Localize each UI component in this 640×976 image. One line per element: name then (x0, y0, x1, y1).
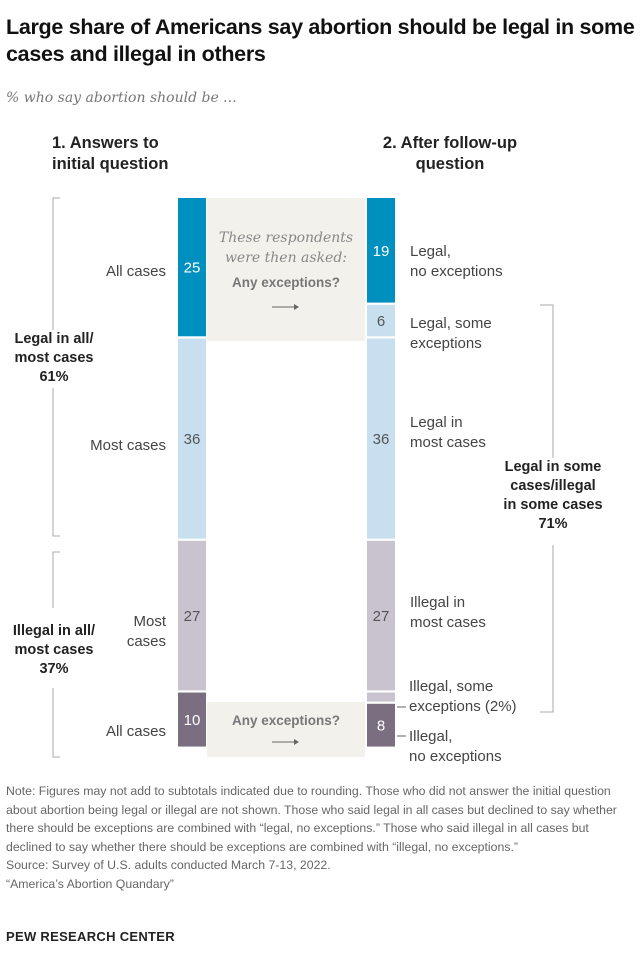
label-line: most cases (410, 614, 486, 631)
label-line: Illegal, some (409, 678, 494, 695)
callout-line: were then asked: (224, 250, 348, 266)
group-value: 71% (538, 516, 568, 532)
label-illegal-most-cases: Illegal in most cases (410, 593, 486, 633)
bar-segment (367, 338, 395, 539)
label-all-cases-legal: All cases (105, 263, 166, 280)
label-line: exceptions (2%) (409, 698, 517, 715)
illegal-bracket (52, 551, 60, 758)
label-line: Legal in (410, 414, 463, 431)
chart-subtitle: % who say abortion should be ... (6, 90, 237, 106)
bar-segment (367, 692, 395, 702)
group-line: most cases (14, 350, 94, 366)
group-line: most cases (14, 642, 94, 658)
group-line: Illegal in all/ (12, 623, 96, 639)
group-illegal-all-most: Illegal in all/most cases 37% (4, 622, 104, 679)
bar-value-label: 10 (184, 712, 201, 729)
col2-header-line: question (415, 155, 485, 173)
bar-value-label: 36 (373, 431, 390, 448)
group-line: Legal in some (504, 459, 602, 475)
group-line: cases/illegal (510, 478, 596, 494)
source-text: Source: Survey of U.S. adults conducted … (6, 858, 331, 872)
brand-logo-text: PEW RESEARCH CENTER (6, 929, 175, 944)
bar-segment (178, 540, 206, 691)
col2-header-line: 2. After follow-up (382, 134, 518, 152)
label-illegal-some-exceptions: Illegal, some exceptions (2%) (409, 677, 517, 717)
callout-question: Any exceptions? (231, 275, 341, 290)
label-line: most cases (410, 434, 486, 451)
bar-value-label: 36 (184, 431, 201, 448)
bar-segment (367, 540, 395, 691)
bar-value-label: 19 (373, 243, 390, 260)
label-line: Illegal in (410, 594, 466, 611)
bar-value-label: 25 (184, 260, 201, 277)
callout-text: These respondents were then asked: (207, 228, 365, 268)
col1-header: 1. Answers to initial question (52, 133, 168, 175)
bar-segment (178, 338, 206, 539)
group-line: Legal in all/ (14, 331, 94, 347)
arrow-icon (272, 739, 299, 745)
label-line: exceptions (410, 335, 482, 352)
col1-header-line: 1. Answers to (52, 134, 159, 152)
label-line: Most (133, 613, 166, 630)
question-box-bottom (207, 702, 365, 757)
label-most-cases-illegal: Most cases (127, 612, 166, 652)
label-legal-some-exceptions: Legal, some exceptions (410, 314, 492, 354)
legal-bracket (52, 197, 60, 537)
label-line: no exceptions (410, 263, 503, 280)
middle-bracket (540, 304, 554, 713)
bar-segment (178, 198, 206, 337)
bar-segment (367, 304, 395, 337)
col2-header: 2. After follow-up question (360, 133, 540, 175)
label-line: Legal, (410, 243, 451, 260)
note-text: Note: Figures may not add to subtotals i… (6, 784, 617, 854)
bar-value-label: 27 (373, 608, 390, 625)
label-legal-no-exceptions: Legal, no exceptions (410, 242, 503, 282)
footnote: Note: Figures may not add to subtotals i… (6, 782, 631, 893)
group-legal-illegal-some: Legal in some cases/illegal in some cases 7… (496, 458, 610, 534)
group-value: 61% (39, 369, 69, 385)
label-illegal-no-exceptions: Illegal, no exceptions (409, 727, 502, 767)
label-all-cases-illegal: All cases (105, 723, 166, 740)
bar-value-label: 6 (377, 313, 385, 330)
bar-segment (367, 703, 395, 747)
label-line: no exceptions (409, 748, 502, 765)
group-value: 37% (39, 661, 69, 677)
callout-question-bottom: Any exceptions? (231, 713, 341, 728)
label-line: cases (126, 633, 166, 650)
label-most-cases-legal: Most cases (90, 437, 166, 454)
label-legal-most-cases: Legal in most cases (410, 413, 486, 453)
bar-segment (367, 198, 395, 303)
arrow-icon (272, 304, 299, 310)
group-line: in some cases (503, 497, 603, 513)
question-box-top (207, 198, 365, 341)
label-line: Legal, some (410, 315, 492, 332)
col1-header-line: initial question (52, 155, 169, 173)
report-title: “America’s Abortion Quandary” (6, 876, 174, 891)
group-legal-all-most: Legal in all/most cases 61% (4, 330, 104, 387)
chart-title: Large share of Americans say abortion sh… (6, 15, 635, 66)
bar-value-label: 8 (377, 718, 385, 735)
label-line: Illegal, (409, 728, 453, 745)
bar-segment (178, 692, 206, 747)
callout-line: These respondents (218, 230, 354, 246)
bar-value-label: 27 (184, 608, 201, 625)
